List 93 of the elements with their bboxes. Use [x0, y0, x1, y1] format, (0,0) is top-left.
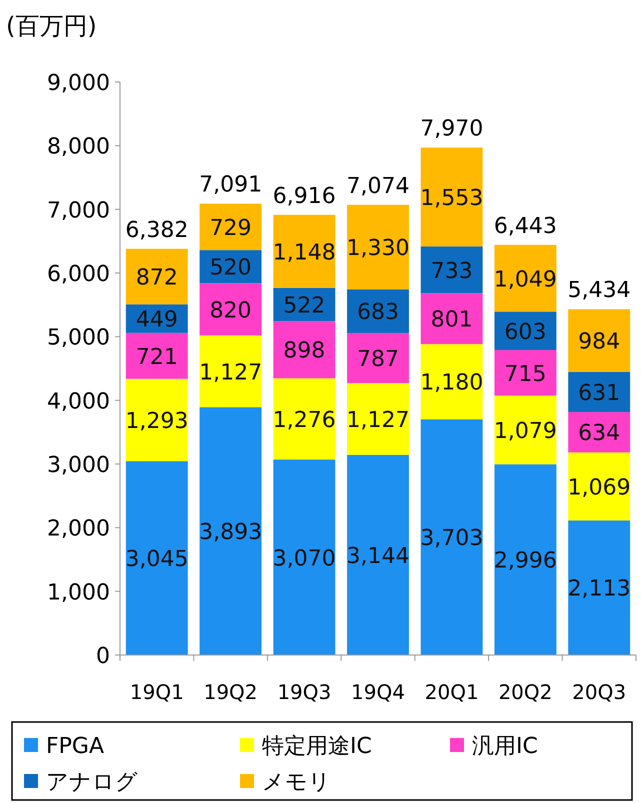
bar	[273, 214, 336, 288]
y-tick-label: 0	[96, 644, 110, 669]
legend-label: 汎用IC	[472, 734, 538, 759]
y-tick-label: 3,000	[47, 453, 110, 478]
y-tick-label: 7,000	[47, 198, 110, 224]
legend-label: アナログ	[46, 770, 138, 795]
data-label: 520	[210, 256, 252, 281]
data-label: 1,276	[272, 408, 336, 433]
x-tick-label: 20Q3	[572, 680, 626, 704]
bar	[568, 309, 630, 372]
data-label: 449	[136, 308, 178, 333]
bar	[273, 460, 336, 655]
bar	[420, 293, 483, 344]
data-label: 3,703	[420, 526, 484, 552]
bar	[126, 378, 188, 462]
bar	[568, 452, 630, 520]
data-label: 1,293	[125, 408, 188, 434]
bar	[126, 248, 188, 304]
y-axis-title: (百万円)	[6, 12, 97, 40]
bar	[494, 244, 556, 312]
total-label: 6,443	[494, 214, 557, 239]
y-tick-label: 1,000	[47, 580, 110, 606]
data-label: 634	[578, 421, 620, 446]
bar	[347, 204, 409, 290]
y-tick-label: 9,000	[47, 71, 110, 96]
y-tick-label: 8,000	[47, 134, 110, 160]
data-label: 1,553	[420, 186, 484, 212]
total-label: 7,091	[199, 172, 262, 198]
bar	[200, 204, 262, 250]
y-tick-label: 2,000	[47, 516, 110, 542]
x-tick-label: 19Q2	[204, 680, 258, 704]
bar	[494, 350, 556, 396]
data-label: 3,045	[125, 547, 188, 572]
bar	[273, 321, 336, 378]
bar	[200, 335, 262, 408]
total-label: 5,434	[568, 278, 631, 304]
data-label: 787	[357, 347, 399, 372]
data-label: 729	[210, 216, 252, 241]
data-label: 1,148	[272, 240, 336, 266]
bar	[494, 464, 556, 655]
legend-label: メモリ	[262, 770, 331, 795]
x-tick-label: 20Q2	[498, 680, 552, 704]
data-label: 3,144	[346, 544, 410, 569]
bar	[420, 246, 483, 294]
total-label: 7,074	[346, 174, 410, 199]
data-label: 1,079	[494, 418, 557, 444]
bar	[420, 344, 483, 420]
y-tick-label: 5,000	[47, 326, 110, 351]
total-label: 7,970	[420, 116, 484, 142]
bar	[420, 148, 483, 246]
data-label: 1,330	[346, 236, 410, 262]
x-tick-label: 20Q1	[424, 680, 479, 704]
bar	[347, 332, 409, 384]
data-label: 603	[504, 320, 546, 345]
bar	[200, 407, 262, 655]
bar	[347, 383, 409, 455]
data-label: 631	[578, 380, 620, 406]
data-label: 683	[357, 300, 399, 326]
data-label: 522	[283, 294, 326, 319]
y-tick-label: 6,000	[47, 262, 110, 287]
data-label: 3,893	[199, 520, 262, 546]
data-label: 1,127	[346, 408, 410, 433]
data-label: 1,180	[420, 370, 484, 396]
x-tick-label: 19Q3	[277, 680, 332, 704]
total-label: 6,382	[125, 218, 188, 243]
bar	[126, 461, 188, 655]
legend-label: 特定用途IC	[262, 734, 372, 759]
data-label: 2,113	[568, 576, 631, 602]
data-label: 984	[578, 330, 620, 355]
x-tick-label: 19Q1	[130, 680, 184, 704]
bar	[494, 396, 556, 464]
data-label: 721	[136, 344, 178, 370]
data-label: 1,127	[199, 360, 262, 386]
x-tick-label: 19Q4	[351, 680, 405, 704]
bar	[568, 520, 630, 655]
bar	[347, 454, 409, 655]
bar	[273, 378, 336, 460]
total-label: 6,916	[272, 184, 336, 209]
legend-label: FPGA	[46, 734, 104, 759]
data-label: 898	[283, 338, 326, 364]
y-tick-label: 4,000	[47, 389, 110, 414]
bar	[126, 332, 188, 379]
data-label: 872	[136, 266, 178, 291]
data-label: 715	[504, 362, 546, 387]
data-label: 2,996	[494, 548, 557, 574]
data-label: 820	[210, 298, 252, 324]
data-label: 1,069	[568, 475, 631, 500]
data-label: 1,049	[494, 267, 557, 292]
bar	[200, 283, 262, 336]
data-label: 3,070	[272, 546, 336, 572]
bar	[420, 419, 483, 655]
data-label: 801	[430, 308, 473, 333]
data-label: 733	[430, 258, 473, 284]
